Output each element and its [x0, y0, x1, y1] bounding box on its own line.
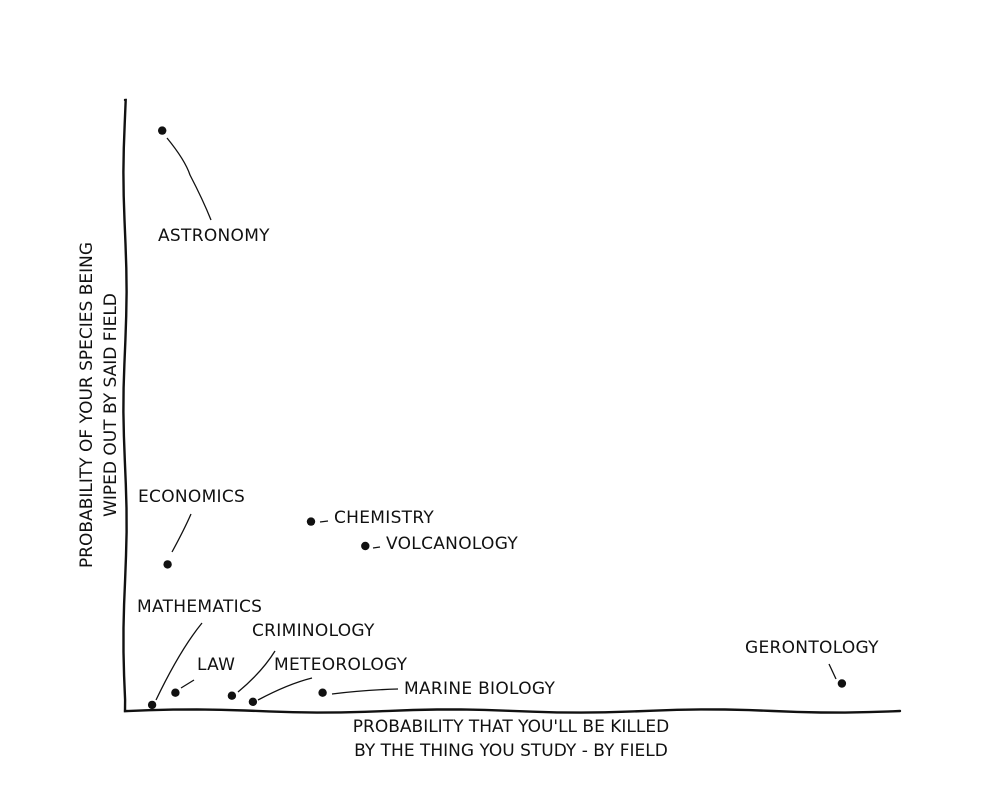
data-points — [147, 126, 847, 710]
leader-gerontology — [828, 663, 837, 680]
x-axis-title-line-1: PROBABILITY THAT YOU'LL BE KILLED — [353, 717, 669, 737]
y-axis-title-line-1: PROBABILITY OF YOUR SPECIES BEING — [77, 242, 97, 568]
x-axis-title-line-2: BY THE THING YOU STUDY - BY FIELD — [354, 741, 668, 761]
point-marine-biology — [318, 688, 327, 697]
point-mathematics — [147, 700, 157, 710]
x-axis-line — [123, 708, 902, 714]
label-economics: ECONOMICS — [138, 487, 245, 507]
point-gerontology — [837, 679, 847, 688]
leader-chemistry — [319, 520, 329, 523]
label-mathematics: MATHEMATICS — [137, 597, 262, 617]
point-economics — [163, 560, 172, 569]
leader-astronomy — [166, 137, 212, 221]
point-astronomy — [158, 126, 167, 135]
y-axis-line — [122, 98, 128, 713]
leader-lines — [155, 137, 837, 701]
label-gerontology: GERONTOLOGY — [745, 638, 879, 658]
axes — [122, 98, 902, 714]
point-volcanology — [361, 541, 370, 551]
point-chemistry — [306, 517, 316, 526]
label-marine-biology: MARINE BIOLOGY — [404, 679, 556, 699]
leader-criminology — [237, 650, 276, 693]
leader-meteorology — [257, 677, 313, 701]
point-labels: ASTRONOMY ECONOMICS CHEMISTRY VOLCANOLOGY MA… — [137, 226, 879, 699]
leader-economics — [171, 513, 192, 553]
y-axis-title-line-2: WIPED OUT BY SAID FIELD — [101, 293, 121, 517]
label-volcanology: VOLCANOLOGY — [386, 534, 518, 554]
label-meteorology: METEOROLOGY — [274, 655, 408, 675]
label-astronomy: ASTRONOMY — [158, 226, 270, 246]
label-law: LAW — [197, 655, 235, 675]
leader-law — [180, 679, 195, 689]
point-law — [171, 688, 180, 697]
point-meteorology — [248, 697, 258, 706]
leader-volcanology — [372, 546, 381, 549]
label-chemistry: CHEMISTRY — [334, 508, 434, 528]
label-criminology: CRIMINOLOGY — [252, 621, 375, 641]
leader-mathematics — [155, 622, 203, 701]
leader-marine-biology — [331, 688, 399, 695]
point-criminology — [227, 691, 237, 700]
